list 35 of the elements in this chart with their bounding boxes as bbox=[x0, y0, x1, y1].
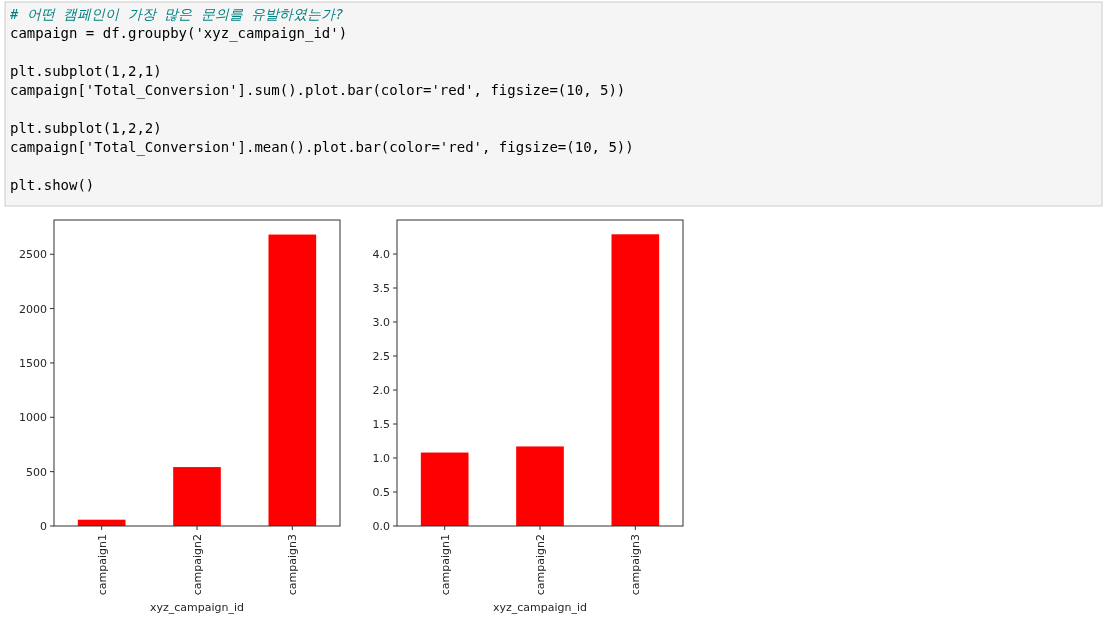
y-tick-label: 0.5 bbox=[372, 486, 390, 499]
y-tick-label: 1.0 bbox=[372, 452, 390, 465]
x-tick-label: campaign2 bbox=[534, 534, 547, 596]
bar bbox=[420, 452, 469, 526]
text: plt.subplot(1,2,2) bbox=[10, 120, 162, 136]
y-tick-label: 4.0 bbox=[372, 248, 390, 261]
y-tick-label: 2000 bbox=[19, 302, 47, 316]
y-tick-label: 2500 bbox=[19, 248, 47, 262]
y-tick-label: 3.5 bbox=[372, 282, 390, 295]
bar bbox=[173, 467, 221, 526]
x-axis-title: xyz_campaign_id bbox=[149, 601, 245, 614]
text: campaign = df.groupby('xyz_campaign_id') bbox=[10, 25, 348, 42]
text: plt.subplot(1,2,1) bbox=[10, 63, 162, 79]
x-axis-title: xyz_campaign_id bbox=[492, 601, 588, 614]
text: plt.show() bbox=[10, 177, 95, 193]
x-tick-label: campaign1 bbox=[95, 534, 109, 596]
bar bbox=[611, 234, 660, 526]
x-tick-label: campaign3 bbox=[286, 534, 300, 596]
text: # 어떤 캠페인이 가장 많은 문의를 유발하였는가? bbox=[9, 6, 344, 22]
y-tick-label: 1000 bbox=[19, 411, 47, 425]
y-tick-label: 500 bbox=[26, 465, 47, 479]
y-tick-label: 3.0 bbox=[372, 316, 390, 329]
y-tick-label: 0.0 bbox=[372, 520, 390, 533]
text: campaign['Total_Conversion'].sum().plot.bar(color='red', figsize=(10, 5)) bbox=[10, 82, 626, 99]
text: campaign['Total_Conversion'].mean().plot.bar(color='red', figsize=(10, 5)) bbox=[10, 139, 634, 156]
bar bbox=[268, 234, 317, 526]
y-tick-label: 0 bbox=[40, 520, 47, 533]
x-tick-label: campaign3 bbox=[629, 534, 643, 596]
y-tick-label: 1.5 bbox=[372, 418, 390, 431]
y-tick-label: 1500 bbox=[19, 356, 47, 370]
y-tick-label: 2.5 bbox=[372, 350, 390, 363]
y-tick-label: 2.0 bbox=[372, 384, 390, 397]
x-tick-label: campaign1 bbox=[438, 534, 452, 596]
bar bbox=[516, 446, 564, 526]
x-tick-label: campaign2 bbox=[191, 534, 204, 596]
